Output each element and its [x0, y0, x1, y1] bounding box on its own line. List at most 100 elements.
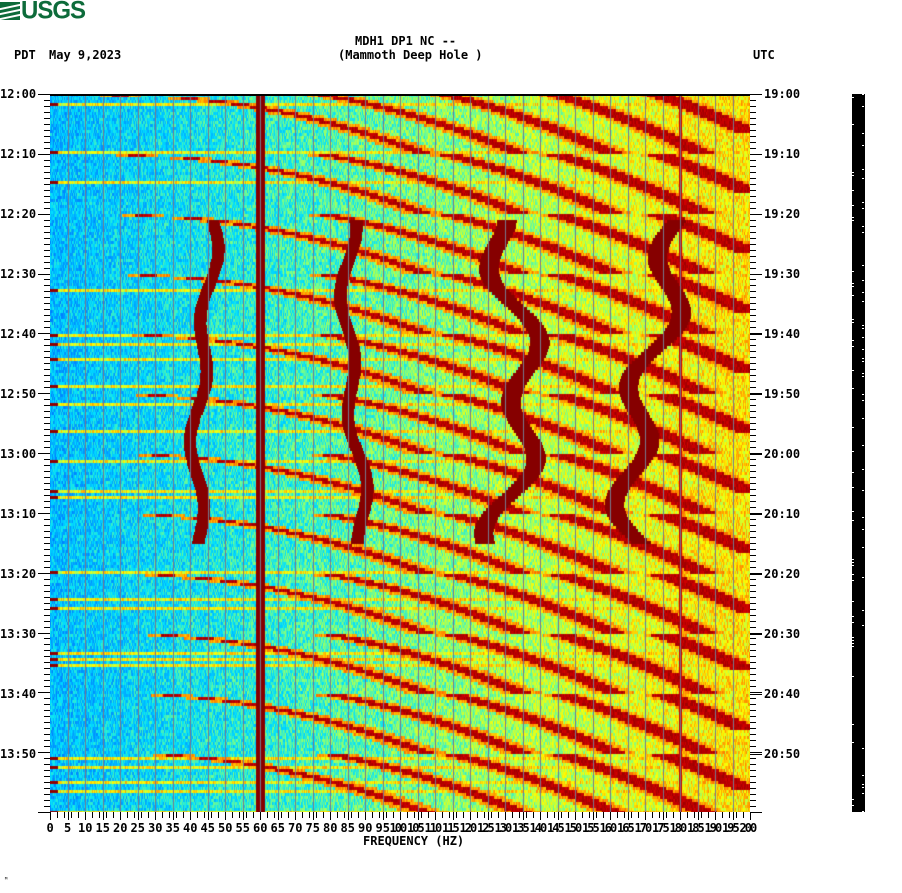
x-tick — [733, 812, 734, 820]
major-tick — [38, 333, 50, 334]
x-tick — [414, 812, 415, 818]
x-tick — [568, 812, 569, 818]
minor-tick — [44, 740, 50, 741]
x-tick — [120, 812, 121, 820]
minor-tick — [44, 411, 50, 412]
x-tick-label: 125 — [477, 821, 495, 835]
x-tick-label: 145 — [547, 821, 565, 835]
minor-tick — [44, 543, 50, 544]
usgs-logo-text: USGS — [21, 0, 86, 25]
minor-tick — [750, 471, 756, 472]
x-tick-label: 180 — [669, 821, 688, 835]
right-time-label: 19:30 — [764, 267, 801, 281]
right-timezone: UTC — [753, 48, 775, 62]
minor-tick — [750, 417, 756, 418]
minor-tick — [750, 710, 756, 711]
x-tick-label: 90 — [358, 821, 373, 835]
x-tick — [162, 812, 163, 818]
minor-tick — [44, 429, 50, 430]
x-tick — [589, 812, 590, 818]
minor-tick — [750, 489, 756, 490]
x-tick — [561, 812, 562, 818]
minor-tick — [750, 279, 756, 280]
minor-tick — [44, 758, 50, 759]
x-tick — [407, 812, 408, 818]
minor-tick — [750, 399, 756, 400]
x-tick — [729, 812, 730, 818]
minor-tick — [44, 118, 50, 119]
minor-tick — [750, 543, 756, 544]
minor-tick — [44, 375, 50, 376]
major-tick — [750, 214, 762, 215]
minor-tick — [750, 387, 756, 388]
minor-tick — [750, 106, 756, 107]
x-tick-label: 200 — [739, 821, 758, 835]
x-tick — [456, 812, 457, 818]
x-tick — [659, 812, 660, 818]
x-tick — [225, 812, 226, 820]
x-tick — [628, 812, 629, 820]
minor-tick — [750, 507, 756, 508]
minor-tick — [44, 166, 50, 167]
minor-tick — [44, 549, 50, 550]
major-tick — [750, 94, 762, 95]
minor-tick — [44, 381, 50, 382]
minor-tick — [44, 764, 50, 765]
major-tick — [750, 514, 762, 515]
x-tick-label: 20 — [113, 821, 128, 835]
minor-tick — [44, 279, 50, 280]
minor-tick — [750, 644, 756, 645]
minor-tick — [750, 585, 756, 586]
minor-tick — [44, 800, 50, 801]
minor-tick — [44, 644, 50, 645]
x-tick — [470, 812, 471, 820]
left-time-label: 12:10 — [0, 147, 37, 161]
x-tick — [673, 812, 674, 818]
minor-tick — [750, 740, 756, 741]
x-tick — [358, 812, 359, 818]
minor-tick — [750, 734, 756, 735]
x-tick-label: 130 — [494, 821, 513, 835]
x-tick-label: 70 — [288, 821, 303, 835]
left-time-label: 13:10 — [0, 507, 37, 521]
minor-tick — [44, 680, 50, 681]
minor-tick — [750, 662, 756, 663]
minor-tick — [44, 561, 50, 562]
minor-tick — [44, 710, 50, 711]
minor-tick — [750, 166, 756, 167]
amplitude-strip — [852, 94, 865, 812]
minor-tick — [44, 112, 50, 113]
minor-tick — [750, 411, 756, 412]
minor-tick — [44, 148, 50, 149]
x-tick-label: 195 — [722, 821, 740, 835]
right-time-label: 20:00 — [764, 447, 801, 461]
x-tick — [383, 812, 384, 820]
x-tick — [365, 812, 366, 820]
major-tick — [750, 812, 762, 813]
minor-tick — [44, 585, 50, 586]
x-tick — [547, 812, 548, 818]
left-time-label: 12:40 — [0, 327, 37, 341]
minor-tick — [750, 567, 756, 568]
x-tick — [596, 812, 597, 818]
x-tick — [323, 812, 324, 818]
x-tick — [204, 812, 205, 818]
minor-tick — [44, 417, 50, 418]
x-tick — [68, 812, 69, 820]
minor-tick — [44, 184, 50, 185]
x-tick-label: 185 — [687, 821, 705, 835]
x-tick — [694, 812, 695, 818]
minor-tick — [750, 800, 756, 801]
minor-tick — [750, 603, 756, 604]
major-tick — [750, 154, 762, 155]
x-tick-label: 110 — [424, 821, 443, 835]
minor-tick — [750, 459, 756, 460]
x-tick-label: 190 — [704, 821, 723, 835]
minor-tick — [750, 220, 756, 221]
minor-tick — [44, 106, 50, 107]
minor-tick — [44, 351, 50, 352]
x-tick-label: 155 — [582, 821, 600, 835]
minor-tick — [44, 788, 50, 789]
minor-tick — [750, 770, 756, 771]
minor-tick — [750, 698, 756, 699]
